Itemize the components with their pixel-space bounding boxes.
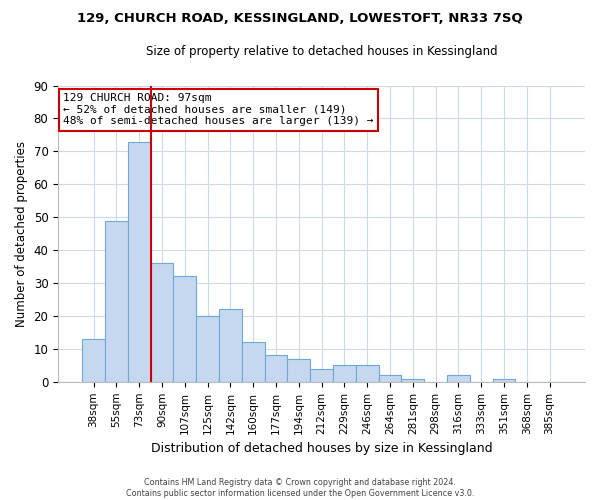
Bar (265, 356, 287, 382)
Title: Size of property relative to detached houses in Kessingland: Size of property relative to detached ho… (146, 45, 497, 58)
Bar (219, 310, 242, 382)
Bar (310, 368, 333, 382)
Bar (151, 264, 173, 382)
Bar (333, 366, 356, 382)
Bar (82, 339, 105, 382)
Bar (105, 220, 128, 382)
Bar (128, 142, 151, 382)
Bar (196, 316, 219, 382)
Y-axis label: Number of detached properties: Number of detached properties (15, 140, 28, 326)
Bar (356, 366, 379, 382)
Text: 129, CHURCH ROAD, KESSINGLAND, LOWESTOFT, NR33 7SQ: 129, CHURCH ROAD, KESSINGLAND, LOWESTOFT… (77, 12, 523, 26)
Bar (379, 375, 401, 382)
Bar (493, 378, 515, 382)
Bar (287, 359, 310, 382)
Bar (242, 342, 265, 382)
Text: Contains HM Land Registry data © Crown copyright and database right 2024.
Contai: Contains HM Land Registry data © Crown c… (126, 478, 474, 498)
Bar (173, 276, 196, 382)
Bar (401, 378, 424, 382)
Bar (447, 375, 470, 382)
Text: 129 CHURCH ROAD: 97sqm
← 52% of detached houses are smaller (149)
48% of semi-de: 129 CHURCH ROAD: 97sqm ← 52% of detached… (64, 93, 374, 126)
X-axis label: Distribution of detached houses by size in Kessingland: Distribution of detached houses by size … (151, 442, 493, 455)
